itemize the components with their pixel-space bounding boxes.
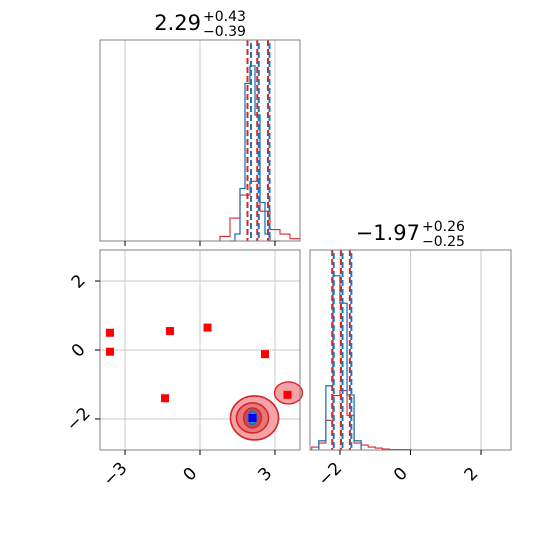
x-tick-label: −3 — [100, 459, 132, 491]
title-param-1-value: 2.29 — [154, 11, 201, 35]
x-tick-label: −2 — [315, 459, 347, 491]
title-param-1-upper: +0.43 — [203, 9, 246, 25]
red-square-point — [261, 350, 269, 359]
y-tick-label: 0 — [68, 340, 90, 362]
x-tick-label: 0 — [390, 464, 412, 486]
blue-histogram — [230, 65, 280, 242]
title-param-2-value: −1.97 — [356, 221, 420, 245]
panel-joint: −3 0 3 2 0 −2 — [63, 249, 304, 491]
blue-histogram — [318, 275, 362, 450]
y-tick-label: −2 — [63, 404, 95, 436]
blue-square-point — [248, 413, 257, 422]
red-square-point — [166, 327, 174, 336]
panel-diagonal-2: −2 0 2 — [309, 249, 512, 491]
x-tick-label: 0 — [180, 464, 202, 486]
red-square-point — [203, 323, 212, 332]
title-param-2-upper: +0.26 — [422, 219, 465, 235]
red-square-point — [106, 328, 114, 337]
title-param-2-lower: −0.25 — [422, 234, 465, 250]
y-tick-label: 2 — [68, 271, 90, 293]
title-param-1-lower: −0.39 — [203, 24, 246, 40]
panel-diagonal-1 — [99, 39, 301, 246]
x-tick-label: 3 — [255, 464, 277, 486]
panel-titles: 2.29 +0.43−0.39 −1.97 +0.26−0.25 — [154, 9, 465, 250]
red-square-point — [161, 394, 169, 403]
red-square-point — [283, 390, 292, 399]
red-square-point — [106, 347, 114, 356]
x-tick-label: 2 — [461, 464, 483, 486]
